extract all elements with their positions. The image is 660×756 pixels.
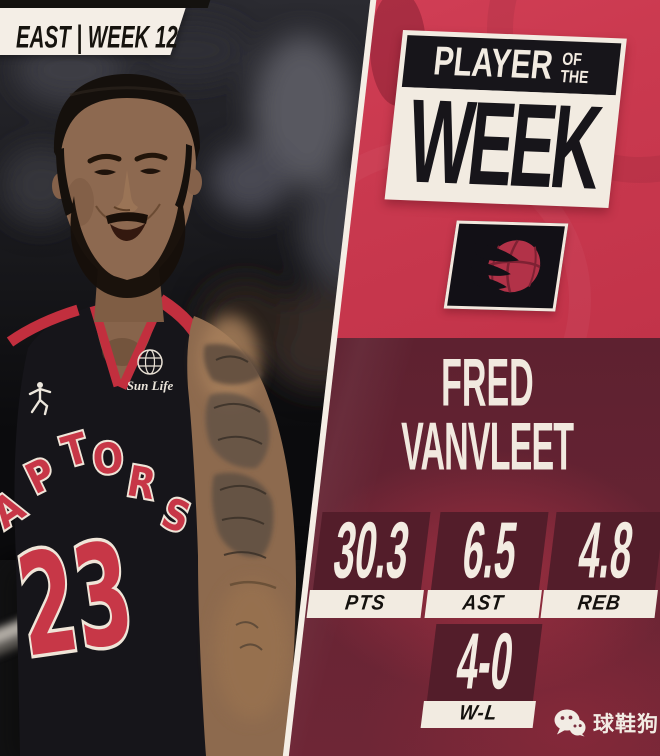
badge-black-strip xyxy=(0,0,213,8)
player-first-name: FRED xyxy=(440,346,534,421)
player-last-name: VANVLEET xyxy=(400,410,574,485)
stat-label: PTS xyxy=(343,591,387,615)
jersey-number: 23 xyxy=(9,511,142,688)
stat-label: REB xyxy=(576,591,623,615)
raptors-logo-tile xyxy=(443,220,569,312)
jersey-torso xyxy=(14,300,241,756)
player-figure: Sun Life A P T O R S 23 xyxy=(0,74,296,756)
badge-week-text: WEEK xyxy=(401,75,605,215)
stat-value: 30.3 xyxy=(329,505,415,595)
raptors-claw-basketball-icon xyxy=(470,239,541,293)
jersey-letter: O xyxy=(91,434,125,484)
stat-tile-reb: 4.8 REB xyxy=(540,505,660,618)
sponsor-text: Sun Life xyxy=(127,378,174,393)
jumpman-logo xyxy=(28,382,52,416)
sunlife-patch: Sun Life xyxy=(127,349,174,393)
stat-value: 4.8 xyxy=(574,505,638,595)
player-of-the-week-badge: PLAYER OF THE WEEK xyxy=(384,30,627,215)
record-label-bar: W-L xyxy=(420,700,536,728)
stat-tile-pts: 30.3 PTS xyxy=(306,505,431,618)
stat-value: 6.5 xyxy=(458,505,522,595)
stat-label: AST xyxy=(461,591,506,615)
stat-label-bar: AST xyxy=(424,590,542,618)
watermark: 球鞋狗 xyxy=(554,708,659,738)
stat-tile-ast: 6.5 AST xyxy=(424,505,549,618)
badge-week-row: WEEK xyxy=(390,75,616,215)
beard xyxy=(70,194,186,298)
record-value: 4-0 xyxy=(451,616,518,706)
tattooed-arm xyxy=(187,315,296,756)
hair xyxy=(53,74,200,164)
record-label: W-L xyxy=(457,702,499,726)
east-week-text: EAST | WEEK 12 xyxy=(16,20,178,55)
stat-label-bar: PTS xyxy=(306,590,424,618)
watermark-text: 球鞋狗 xyxy=(593,713,659,736)
wechat-icon xyxy=(554,709,586,737)
record-tile: 4-0 W-L xyxy=(420,616,543,728)
stat-label-bar: REB xyxy=(540,590,658,618)
player-head xyxy=(52,74,202,322)
